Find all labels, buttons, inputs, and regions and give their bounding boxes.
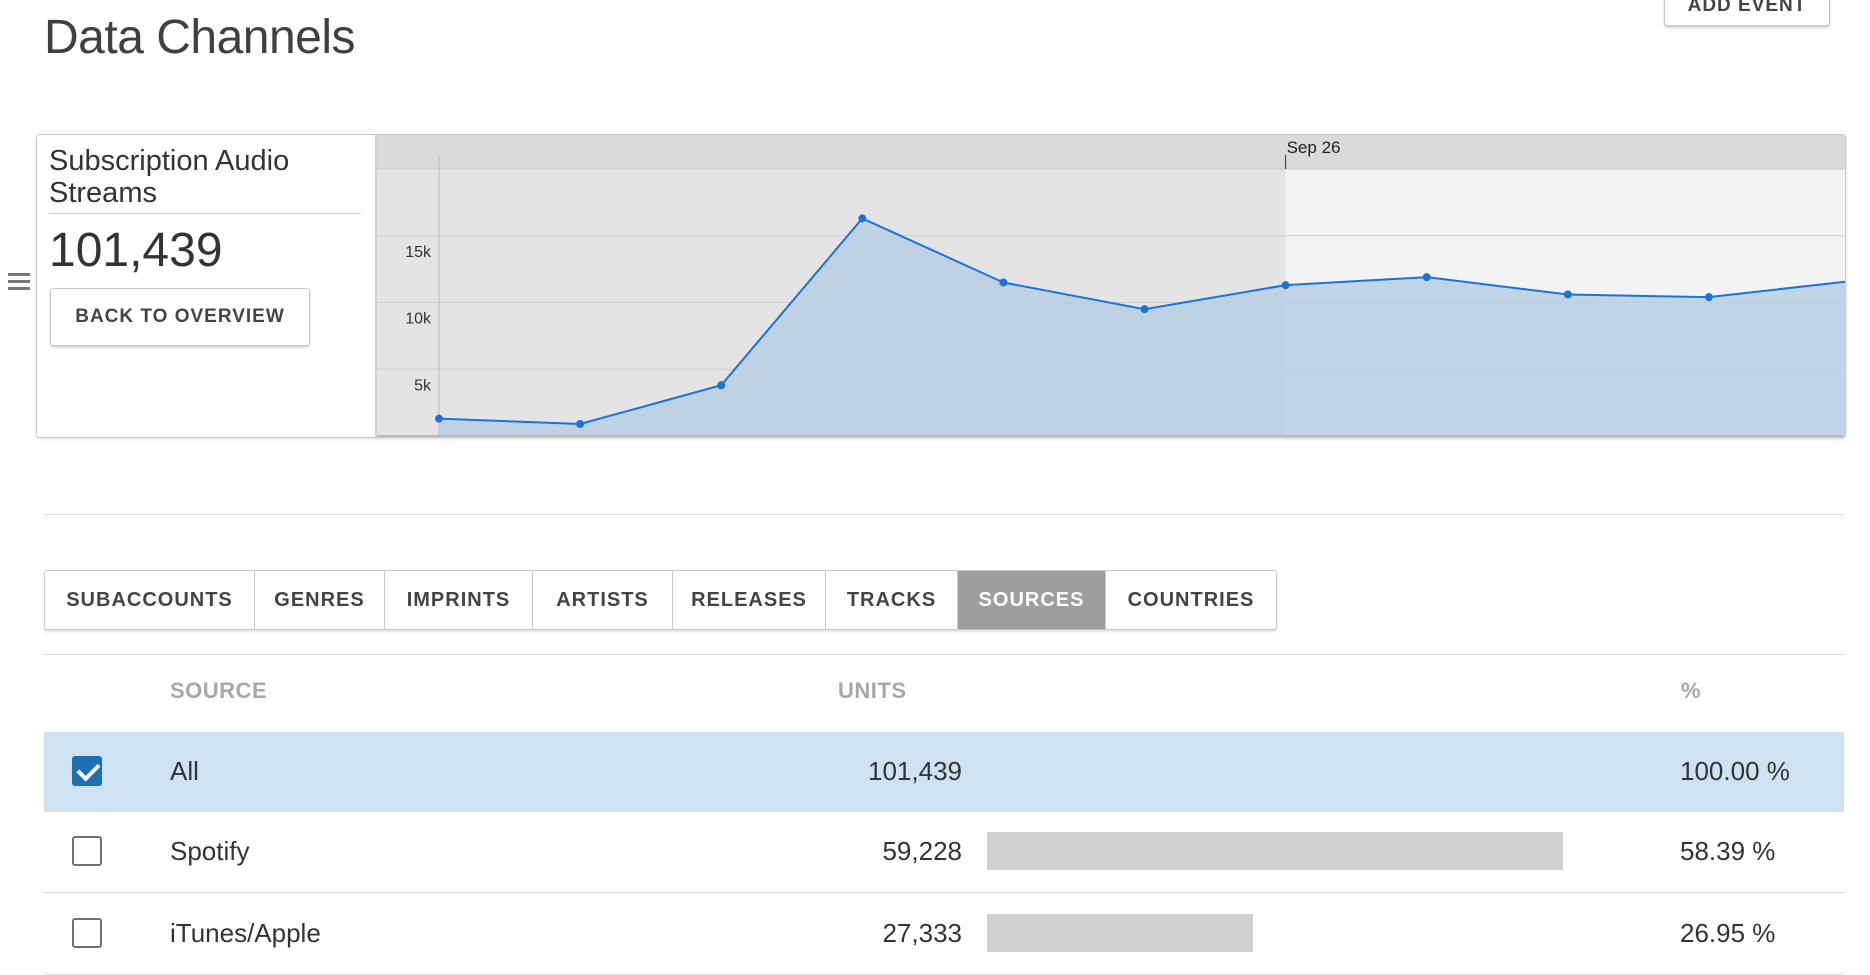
units-value: 59,228	[882, 836, 962, 866]
back-to-overview-button[interactable]: BACK TO OVERVIEW	[50, 288, 310, 346]
data-point	[1281, 281, 1290, 290]
column-header-percent[interactable]: %	[1681, 678, 1702, 703]
units-value: 27,333	[882, 918, 962, 948]
chart-header-band	[377, 135, 1845, 169]
percent-value: 26.95 %	[1680, 918, 1776, 948]
row-checkbox[interactable]	[72, 836, 102, 866]
tab-genres[interactable]: GENRES	[255, 571, 385, 629]
y-tick-label: 5k	[414, 377, 432, 394]
tab-subaccounts[interactable]: SUBACCOUNTS	[45, 571, 255, 629]
tab-countries[interactable]: COUNTRIES	[1127, 589, 1255, 611]
tab-releases[interactable]: RELEASES	[673, 571, 826, 629]
page-title: Data Channels	[44, 11, 356, 64]
summary-card: Subscription Audio Streams 101,439 BACK …	[37, 135, 377, 437]
tab-bar: SUBACCOUNTS GENRES IMPRINTS ARTISTS RELEASES…	[44, 570, 1277, 630]
table-row[interactable]: iTunes/Apple 27,333 26.95 %	[44, 894, 1844, 975]
data-point	[858, 214, 867, 223]
y-tick-label: 15k	[405, 244, 432, 261]
data-point	[1422, 273, 1431, 282]
data-point	[999, 278, 1008, 287]
column-header-units[interactable]: UNITS	[838, 678, 907, 703]
table-top-divider	[44, 654, 1844, 655]
section-divider	[44, 514, 1844, 515]
data-point	[435, 414, 443, 423]
source-name: All	[170, 756, 199, 786]
add-event-button[interactable]: ADD EVENT	[1664, 0, 1830, 26]
source-name: iTunes/Apple	[170, 918, 321, 948]
table-row[interactable]: Spotify 59,228 58.39 %	[44, 812, 1844, 893]
chart-panel: Subscription Audio Streams 101,439 BACK …	[36, 134, 1846, 438]
share-bar	[987, 832, 1563, 870]
tab-tracks[interactable]: TRACKS	[826, 571, 958, 629]
tab-artists[interactable]: ARTISTS	[533, 571, 673, 629]
area-chart: 5k 10k 15k Sep 26	[377, 135, 1845, 437]
units-value: 101,439	[868, 756, 962, 786]
data-point	[1704, 293, 1713, 302]
drag-handle-icon[interactable]	[8, 273, 30, 299]
data-point	[717, 381, 726, 390]
table-row[interactable]: All 101,439 100.00 %	[44, 732, 1844, 812]
source-name: Spotify	[170, 836, 250, 866]
share-bar	[987, 914, 1253, 952]
data-point	[1140, 305, 1149, 314]
percent-value: 100.00 %	[1680, 756, 1790, 786]
date-annotation: Sep 26	[1287, 138, 1341, 157]
summary-value: 101,439	[49, 224, 223, 277]
data-point	[1563, 290, 1572, 299]
column-header-source[interactable]: SOURCE	[170, 678, 268, 703]
percent-value: 58.39 %	[1680, 836, 1776, 866]
tab-imprints[interactable]: IMPRINTS	[385, 571, 533, 629]
row-checkbox[interactable]	[72, 756, 102, 786]
summary-title: Subscription Audio Streams	[49, 145, 361, 214]
y-tick-label: 10k	[405, 311, 432, 328]
row-checkbox[interactable]	[72, 918, 102, 948]
area-fill	[439, 218, 1845, 436]
tab-sources[interactable]: SOURCES	[958, 571, 1106, 629]
data-point	[576, 419, 585, 428]
